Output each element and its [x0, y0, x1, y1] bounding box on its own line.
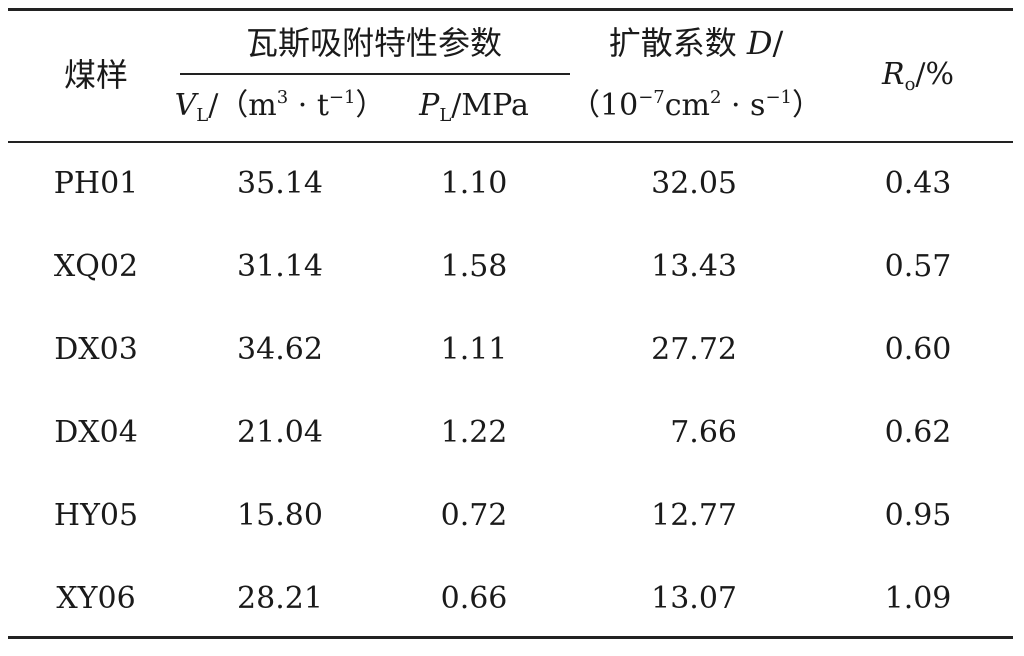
diff-post: ）: [792, 88, 822, 123]
vl-post: ）: [355, 88, 386, 123]
cell-pl: 1.10: [440, 166, 508, 201]
vl-exp1: 3: [276, 87, 289, 108]
cell-pl: 1.58: [440, 249, 508, 284]
cell-d: 7.66: [670, 415, 737, 450]
pl-sub: L: [439, 105, 452, 126]
diff-exp3: −1: [765, 87, 792, 108]
cell-vl: 34.62: [237, 332, 323, 367]
pl-post: /MPa: [451, 88, 529, 123]
bottom-rule: [8, 636, 1013, 639]
cell-ro: 0.95: [884, 498, 952, 533]
cell-d: 32.05: [651, 166, 737, 201]
table-row: XY06 28.21 0.66 13.07 1.09: [0, 581, 1024, 617]
diff-mid1: cm: [664, 88, 710, 123]
header-langmuir-volume: VL/（m3 · t−1）: [174, 87, 386, 126]
cell-ro: 1.09: [884, 581, 952, 616]
table-row: XQ02 31.14 1.58 13.43 0.57: [0, 249, 1024, 285]
vl-exp2: −1: [328, 87, 356, 108]
ro-sub: o: [904, 74, 916, 95]
ro-var: R: [881, 57, 905, 92]
cell-d: 12.77: [651, 498, 737, 533]
cell-sample: PH01: [53, 166, 139, 201]
cell-d: 13.07: [651, 581, 737, 616]
cell-sample: XY06: [56, 581, 136, 616]
diff-slash: /: [772, 24, 784, 62]
cell-sample: HY05: [53, 498, 139, 533]
cell-ro: 0.43: [884, 166, 952, 201]
header-langmuir-pressure: PL/MPa: [419, 88, 529, 126]
cell-sample: XQ02: [53, 249, 139, 284]
header-rule: [8, 141, 1013, 143]
table-row: HY05 15.80 0.72 12.77 0.95: [0, 498, 1024, 534]
vl-pre: /（m: [208, 88, 277, 123]
cell-ro: 0.57: [884, 249, 952, 284]
vl-sub: L: [196, 105, 209, 126]
header-diffusion-title: 扩散系数 D/: [609, 25, 784, 61]
cell-pl: 0.72: [440, 498, 508, 533]
cell-vl: 15.80: [237, 498, 323, 533]
cell-pl: 0.66: [440, 581, 508, 616]
header-vitrinite-reflectance: Ro/%: [881, 57, 955, 95]
diff-pre: （10: [570, 88, 639, 123]
pl-var: P: [419, 88, 440, 123]
cell-pl: 1.22: [440, 415, 508, 450]
cell-vl: 28.21: [237, 581, 323, 616]
table-row: DX03 34.62 1.11 27.72 0.60: [0, 332, 1024, 368]
cell-pl: 1.11: [440, 332, 508, 367]
top-rule: [8, 8, 1013, 11]
vl-mid: · t: [288, 88, 329, 123]
cell-vl: 35.14: [237, 166, 323, 201]
header-adsorption-group: 瓦斯吸附特性参数: [245, 24, 503, 62]
ro-post: /%: [915, 57, 955, 92]
cell-d: 27.72: [651, 332, 737, 367]
diff-text: 扩散系数: [608, 24, 747, 62]
cell-sample: DX04: [54, 415, 138, 450]
cell-vl: 31.14: [237, 249, 323, 284]
diff-mid2: · s: [721, 88, 766, 123]
table-row: PH01 35.14 1.10 32.05 0.43: [0, 166, 1024, 202]
table-row: DX04 21.04 1.22 7.66 0.62: [0, 415, 1024, 451]
cell-ro: 0.62: [884, 415, 952, 450]
cell-d: 13.43: [651, 249, 737, 284]
cell-sample: DX03: [54, 332, 138, 367]
diff-exp1: −7: [638, 87, 665, 108]
header-sample: 煤样: [63, 56, 129, 94]
group-underline: [180, 73, 570, 75]
diff-var: D: [746, 24, 773, 62]
vl-var: V: [174, 88, 197, 123]
cell-vl: 21.04: [237, 415, 323, 450]
cell-ro: 0.60: [884, 332, 952, 367]
header-diffusion-unit: （10−7cm2 · s−1）: [570, 88, 822, 124]
diff-exp2: 2: [709, 87, 722, 108]
